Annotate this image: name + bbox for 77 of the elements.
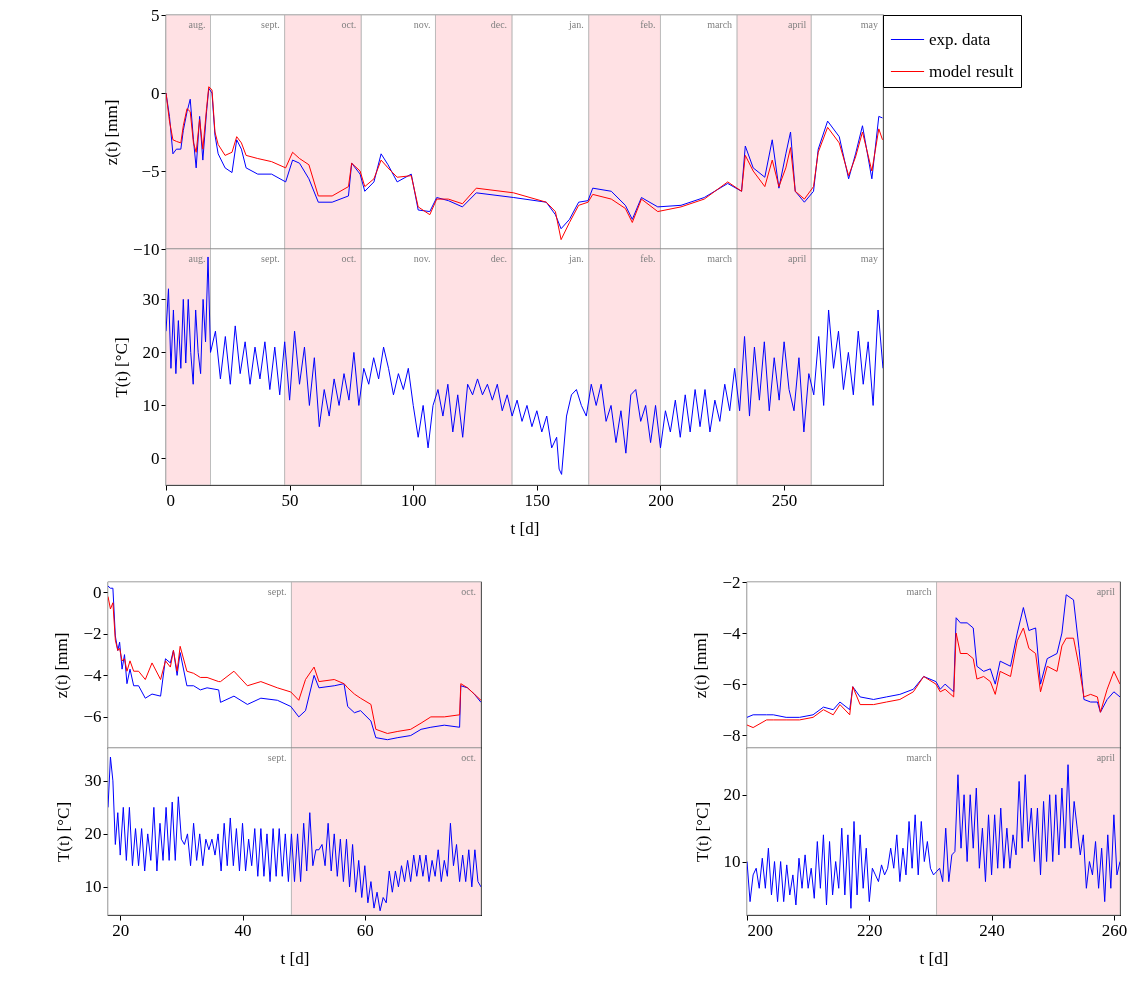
x-tick-label: 220 (857, 920, 883, 940)
x-tick-label: 40 (234, 920, 252, 940)
band-label: march (906, 586, 932, 597)
band-label: april (1096, 752, 1116, 763)
y-axis-title: T(t) [°C] (53, 801, 73, 863)
band-label: may (860, 253, 878, 264)
y-tick-label: −2 (83, 624, 102, 644)
y-tick-label: 10 (142, 395, 160, 415)
x-tick-label: 20 (112, 920, 130, 940)
band-label: march (707, 253, 733, 264)
y-tick-label: 0 (151, 83, 160, 103)
band-label: oct. (461, 586, 476, 597)
x-tick-label: 100 (400, 490, 427, 510)
line-series (747, 627, 1120, 729)
y-tick-label: −4 (83, 665, 102, 685)
band-label: march (707, 19, 733, 30)
line-series (108, 756, 481, 912)
band-label: aug. (188, 253, 206, 264)
y-tick-label: −10 (132, 239, 160, 259)
y-axis-title: z(t) [mm] (691, 632, 711, 699)
legend-label: exp. data (929, 29, 991, 49)
y-axis-title: z(t) [mm] (101, 99, 121, 166)
band-label: march (906, 752, 932, 763)
y-axis-title: T(t) [°C] (111, 337, 131, 398)
x-axis-title: t [d] (510, 518, 540, 538)
y-tick-label: −6 (722, 674, 741, 694)
y-tick-label: 20 (723, 785, 741, 805)
band-label: nov. (413, 253, 431, 264)
x-tick-label: 240 (979, 920, 1005, 940)
band-label: oct. (461, 752, 476, 763)
band-label: jan. (568, 253, 584, 264)
x-tick-label: 150 (524, 490, 551, 510)
x-tick-label: 200 (747, 920, 773, 940)
x-tick-label: 50 (281, 490, 299, 510)
x-tick-label: 250 (771, 490, 798, 510)
y-axis-title: T(t) [°C] (692, 801, 712, 863)
band-label: sept. (261, 253, 280, 264)
y-tick-label: 5 (151, 5, 160, 25)
band-label: april (1096, 586, 1116, 597)
band-label: aug. (188, 19, 206, 30)
y-tick-label: 10 (84, 877, 102, 897)
band-label: sept. (267, 752, 287, 763)
x-axis-title: t [d] (919, 948, 949, 968)
band-label: sept. (267, 586, 287, 597)
band-label: april (787, 19, 807, 30)
band-label: may (860, 19, 878, 30)
y-tick-label: 0 (93, 582, 102, 602)
y-tick-label: 20 (142, 342, 160, 362)
x-tick-label: 0 (166, 490, 175, 510)
band-label: nov. (413, 19, 431, 30)
y-axis-title: z(t) [mm] (52, 632, 72, 699)
band-label: jan. (568, 19, 584, 30)
x-tick-label: 60 (356, 920, 374, 940)
y-tick-label: −4 (722, 623, 741, 643)
band-label: oct. (341, 19, 357, 30)
x-tick-label: 200 (648, 490, 674, 510)
y-tick-label: −2 (722, 572, 741, 592)
legend-label: model result (929, 61, 1014, 81)
y-tick-label: 10 (723, 852, 741, 872)
y-tick-label: 30 (84, 771, 102, 791)
band-label: dec. (490, 19, 508, 30)
y-tick-label: −6 (83, 707, 102, 727)
band-label: oct. (341, 253, 357, 264)
band-label: dec. (490, 253, 508, 264)
band-label: feb. (640, 19, 656, 30)
line-series (166, 256, 883, 475)
band-label: april (787, 253, 807, 264)
band-label: sept. (261, 19, 280, 30)
band-label: feb. (640, 253, 656, 264)
y-tick-label: 20 (84, 824, 102, 844)
y-tick-label: −8 (722, 725, 741, 745)
x-tick-label: 260 (1101, 920, 1128, 940)
line-series (747, 764, 1120, 909)
x-axis-title: t [d] (280, 948, 310, 968)
y-tick-label: 30 (142, 289, 160, 309)
y-tick-label: 0 (151, 448, 160, 468)
y-tick-label: −5 (141, 161, 160, 181)
